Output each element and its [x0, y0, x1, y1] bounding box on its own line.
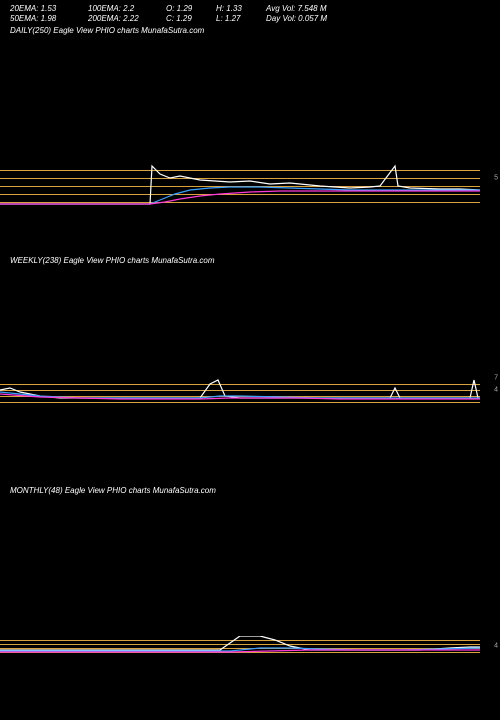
- header-stats: 20EMA: 1.53100EMA: 2.2O: 1.29H: 1.33Avg …: [0, 0, 500, 25]
- y-tick-label: 4: [494, 387, 498, 394]
- stat-item: 50EMA: 1.98: [10, 14, 88, 23]
- series-line: [0, 187, 480, 204]
- series-line: [0, 191, 480, 204]
- stat-item: 20EMA: 1.53: [10, 4, 88, 13]
- y-tick-label: 5: [494, 175, 498, 182]
- chart-lines: [0, 376, 480, 446]
- chart-lines: [0, 156, 480, 226]
- y-tick-label: 7: [494, 375, 498, 382]
- stat-item: H: 1.33: [216, 4, 266, 13]
- stat-item: O: 1.29: [166, 4, 216, 13]
- panel-title: WEEKLY(238) Eagle View PHIO charts Munaf…: [10, 256, 215, 265]
- stat-item: Avg Vol: 7.548 M: [266, 4, 490, 13]
- panel-title: DAILY(250) Eagle View PHIO charts Munafa…: [10, 26, 204, 35]
- stats-row: 20EMA: 1.53100EMA: 2.2O: 1.29H: 1.33Avg …: [10, 4, 490, 13]
- stat-item: 100EMA: 2.2: [88, 4, 166, 13]
- chart-area: 5: [0, 156, 500, 226]
- chart-panel: DAILY(250) Eagle View PHIO charts Munafa…: [0, 26, 500, 256]
- series-line: [0, 166, 480, 204]
- stat-item: L: 1.27: [216, 14, 266, 23]
- series-line: [0, 636, 480, 650]
- series-line: [0, 380, 480, 398]
- chart-panel: WEEKLY(238) Eagle View PHIO charts Munaf…: [0, 256, 500, 486]
- stats-row: 50EMA: 1.98200EMA: 2.22C: 1.29L: 1.27Day…: [10, 14, 490, 23]
- series-line: [0, 392, 480, 398]
- stat-item: C: 1.29: [166, 14, 216, 23]
- chart-area: 74: [0, 376, 500, 446]
- chart-lines: [0, 636, 480, 706]
- chart-area: 4: [0, 636, 500, 706]
- panel-title: MONTHLY(48) Eagle View PHIO charts Munaf…: [10, 486, 216, 495]
- y-tick-label: 4: [494, 643, 498, 650]
- stat-item: 200EMA: 2.22: [88, 14, 166, 23]
- chart-panel: MONTHLY(48) Eagle View PHIO charts Munaf…: [0, 486, 500, 716]
- stat-item: Day Vol: 0.057 M: [266, 14, 490, 23]
